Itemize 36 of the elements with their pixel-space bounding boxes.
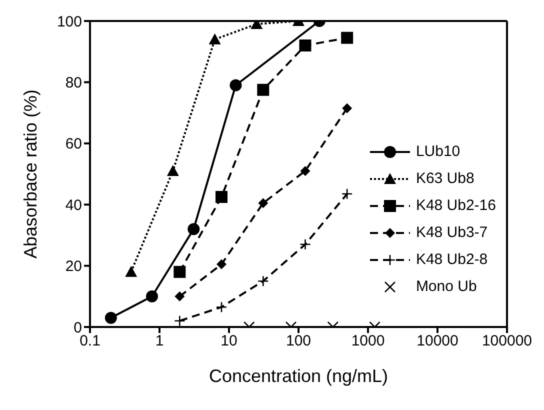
x-tick-label: 1: [155, 332, 164, 350]
x-tick-label: 1000: [351, 332, 385, 350]
y-tick-label: 20: [65, 258, 82, 276]
point: [174, 266, 186, 278]
y-tick-label: 0: [74, 319, 82, 336]
point: [300, 166, 310, 176]
legend-label: K48 Ub3-7: [416, 224, 488, 241]
x-tick-label: 0.1: [80, 332, 100, 350]
point: [258, 275, 269, 287]
x-tick-label: 10: [220, 332, 238, 350]
point: [216, 190, 228, 203]
legend-label: K48 Ub2-8: [416, 251, 488, 268]
point: [342, 103, 352, 114]
x-tick-label: 100000: [482, 332, 532, 350]
y-tick-label: 80: [65, 74, 82, 92]
point: [300, 238, 311, 250]
legend-label: LUb10: [416, 143, 460, 160]
legend-label: K63 Ub8: [416, 170, 474, 187]
y-tick-label: 60: [65, 136, 82, 153]
legend-label: Mono Ub: [416, 278, 477, 295]
point: [341, 32, 354, 44]
y-tick-label: 100: [56, 13, 82, 30]
y-tick-label: 40: [65, 196, 82, 214]
x-axis-title: Concentration (ng/mL): [208, 366, 388, 386]
point: [174, 291, 185, 302]
x-tick-label: 100: [286, 332, 312, 350]
point: [299, 39, 312, 52]
point: [341, 188, 353, 200]
point: [174, 315, 186, 327]
legend-label: K48 Ub2-16: [416, 197, 496, 214]
point: [257, 84, 270, 96]
point: [258, 198, 268, 208]
point: [216, 259, 226, 270]
x-tick-label: 10000: [416, 332, 458, 350]
y-axis-title: Abasorbace ratio (%): [20, 89, 40, 259]
point: [216, 301, 228, 313]
